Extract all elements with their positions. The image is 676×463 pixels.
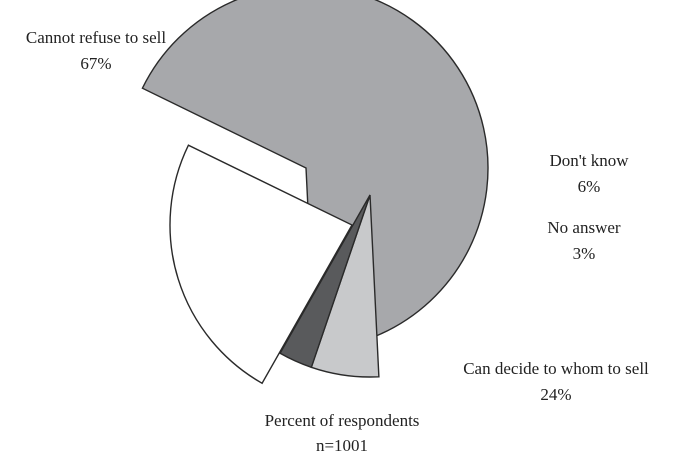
slice-value-can-decide-to-whom-to-sell: 24% <box>540 385 571 404</box>
slice-value-dont-know: 6% <box>578 177 601 196</box>
slice-label-dont-know: Don't know <box>549 151 629 170</box>
pie-slice-can-decide-to-whom-to-sell <box>169 144 353 385</box>
pie-slices <box>141 0 489 385</box>
slice-value-cannot-refuse-to-sell: 67% <box>80 54 111 73</box>
pie-slice-cannot-refuse-to-sell <box>141 0 489 351</box>
slice-label-no-answer: No answer <box>547 218 621 237</box>
pie-labels: Cannot refuse to sell 67% Don't know 6% No a… <box>26 28 649 404</box>
slice-label-can-decide-to-whom-to-sell: Can decide to whom to sell <box>463 359 649 378</box>
slice-value-no-answer: 3% <box>573 244 596 263</box>
pie-slice-no-answer <box>279 194 371 369</box>
chart-footer: Percent of respondents n=1001 <box>265 411 420 455</box>
footer-line-2: n=1001 <box>316 436 368 455</box>
slice-label-cannot-refuse-to-sell: Cannot refuse to sell <box>26 28 166 47</box>
footer-line-1: Percent of respondents <box>265 411 420 430</box>
